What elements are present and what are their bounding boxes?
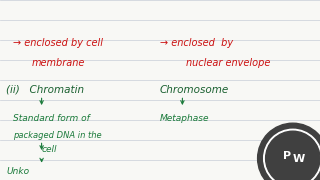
- Text: W: W: [292, 154, 305, 164]
- Text: (ii)   Chromatin: (ii) Chromatin: [6, 85, 84, 95]
- Ellipse shape: [266, 131, 320, 180]
- Text: Metaphase: Metaphase: [160, 114, 210, 123]
- Text: cell: cell: [42, 145, 57, 154]
- Ellipse shape: [258, 123, 320, 180]
- Text: membrane: membrane: [32, 58, 85, 68]
- Text: packaged DNA in the: packaged DNA in the: [13, 130, 101, 140]
- Ellipse shape: [264, 129, 320, 180]
- Text: nuclear envelope: nuclear envelope: [186, 58, 270, 68]
- Text: → enclosed  by: → enclosed by: [160, 38, 233, 48]
- Text: Standard form of: Standard form of: [13, 114, 90, 123]
- Text: Unko: Unko: [6, 166, 29, 176]
- Text: P: P: [283, 151, 291, 161]
- Text: Chromosome: Chromosome: [160, 85, 229, 95]
- Text: → enclosed by cell: → enclosed by cell: [13, 38, 103, 48]
